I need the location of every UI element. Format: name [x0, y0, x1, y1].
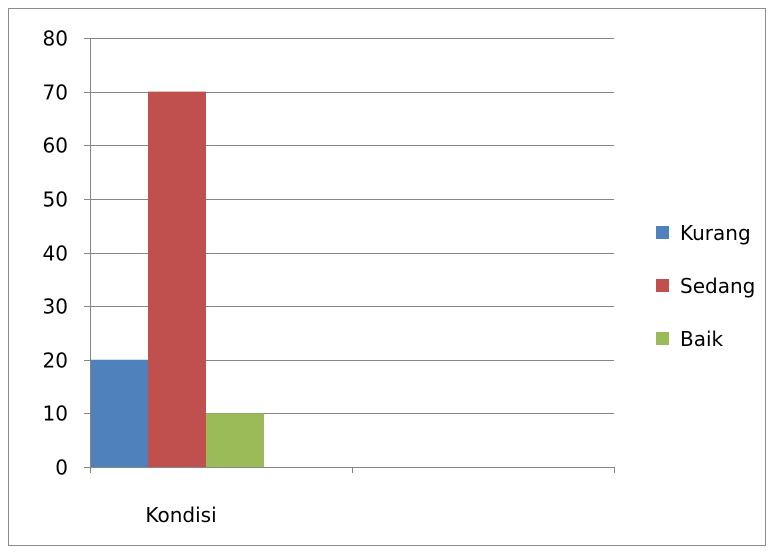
y-tick-label: 10 [43, 402, 68, 426]
y-tick-label: 80 [43, 27, 68, 51]
y-tick-label: 30 [43, 295, 68, 319]
legend-swatch-sedang [656, 279, 669, 292]
y-tick-label: 70 [43, 81, 68, 105]
axes: 0 10 20 30 40 50 60 70 80 Kondisi [43, 27, 615, 527]
y-tick-label: 60 [43, 134, 68, 158]
y-tick-label: 50 [43, 188, 68, 212]
y-tick-label: 0 [55, 456, 68, 480]
legend-label-kurang: Kurang [680, 221, 751, 245]
legend-swatch-kurang [656, 226, 669, 239]
legend-swatch-baik [656, 332, 669, 345]
legend-label-baik: Baik [680, 327, 724, 351]
bar-baik [206, 413, 264, 467]
bars [90, 91, 264, 467]
y-tick-label: 20 [43, 349, 68, 373]
y-tick-label: 40 [43, 242, 68, 266]
bar-sedang [148, 91, 206, 467]
legend-label-sedang: Sedang [680, 274, 755, 298]
legend: Kurang Sedang Baik [656, 221, 755, 351]
x-tick-label: Kondisi [145, 503, 216, 527]
bar-kurang [90, 359, 148, 467]
